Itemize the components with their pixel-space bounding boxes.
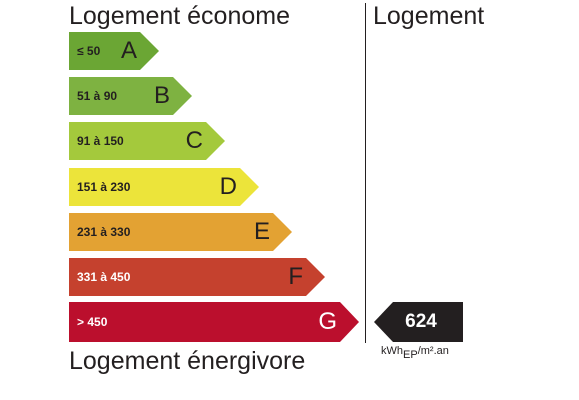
band-range-label: > 450 <box>77 315 108 329</box>
energy-band-a: ≤ 50 A <box>69 32 159 70</box>
economical-housing-label: Logement économe <box>69 2 290 30</box>
band-letter: G <box>318 308 337 335</box>
energy-band-g: > 450 G <box>69 302 359 342</box>
energy-band-e: 231 à 330 E <box>69 213 292 251</box>
band-letter: C <box>185 127 203 154</box>
band-letter: B <box>153 82 170 109</box>
unit-base: kWh <box>381 345 403 357</box>
band-letter: D <box>219 173 237 200</box>
unit-tail: /m².an <box>417 345 449 357</box>
band-letter: F <box>288 263 303 290</box>
band-range-label: 151 à 230 <box>77 180 131 194</box>
energy-intensive-housing-label: Logement énergivore <box>69 347 306 375</box>
consumption-unit: kWhEP/m².an <box>381 344 449 362</box>
band-range-label: 51 à 90 <box>77 89 118 103</box>
energy-band-c: 91 à 150 C <box>69 122 225 160</box>
band-range-label: 331 à 450 <box>77 270 131 284</box>
band-range-label: 231 à 330 <box>77 225 131 239</box>
energy-band-d: 151 à 230 D <box>69 168 259 206</box>
energy-band-b: 51 à 90 B <box>69 77 192 115</box>
energy-band-f: 331 à 450 F <box>69 258 325 296</box>
unit-subscript: EP <box>403 349 418 361</box>
band-letter: E <box>253 218 270 245</box>
housing-column-label: Logement <box>373 2 485 30</box>
consumption-indicator-arrow: 624 <box>374 302 463 342</box>
band-range-label: ≤ 50 <box>77 44 101 58</box>
consumption-value: 624 <box>405 311 437 332</box>
band-letter: A <box>120 37 137 64</box>
band-range-label: 91 à 150 <box>77 134 124 148</box>
column-divider <box>365 3 366 343</box>
